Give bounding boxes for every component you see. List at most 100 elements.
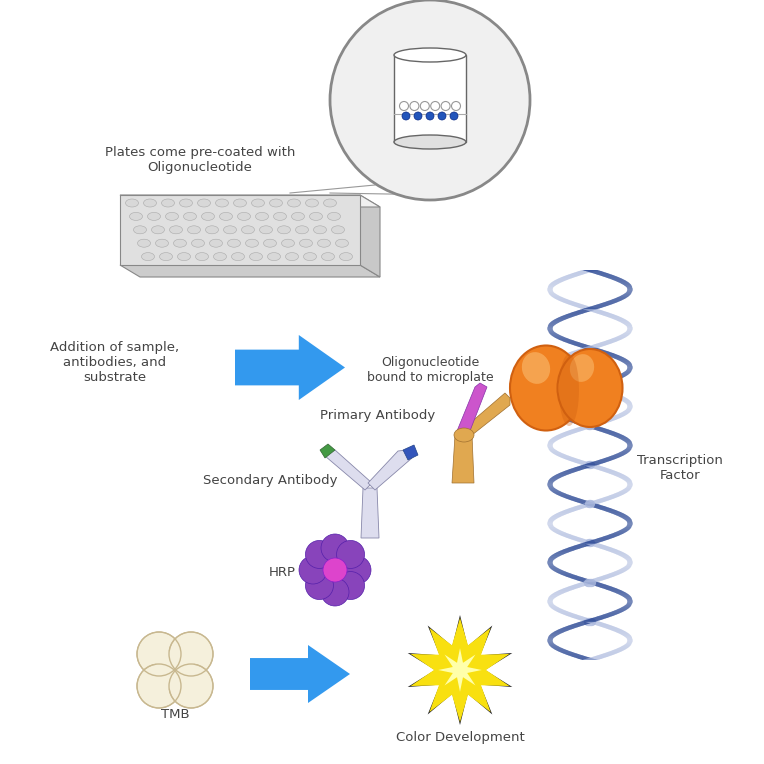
Circle shape bbox=[337, 571, 364, 600]
Ellipse shape bbox=[332, 226, 345, 234]
Polygon shape bbox=[368, 450, 412, 490]
Circle shape bbox=[323, 558, 347, 582]
Polygon shape bbox=[462, 393, 510, 439]
Ellipse shape bbox=[156, 239, 169, 248]
Ellipse shape bbox=[264, 239, 277, 248]
Ellipse shape bbox=[510, 345, 582, 430]
Polygon shape bbox=[120, 265, 380, 277]
Ellipse shape bbox=[306, 199, 319, 207]
Circle shape bbox=[400, 102, 409, 111]
Circle shape bbox=[402, 112, 410, 120]
Ellipse shape bbox=[245, 239, 258, 248]
Circle shape bbox=[169, 632, 213, 676]
Ellipse shape bbox=[339, 253, 352, 261]
Ellipse shape bbox=[558, 349, 623, 427]
Polygon shape bbox=[361, 488, 379, 538]
Text: Addition of sample,
antibodies, and
substrate: Addition of sample, antibodies, and subs… bbox=[50, 341, 180, 384]
Ellipse shape bbox=[183, 212, 196, 220]
Ellipse shape bbox=[303, 253, 316, 261]
Ellipse shape bbox=[173, 239, 186, 248]
Ellipse shape bbox=[318, 239, 331, 248]
Text: HRP: HRP bbox=[268, 565, 296, 578]
Ellipse shape bbox=[170, 226, 183, 234]
Polygon shape bbox=[394, 55, 466, 142]
Ellipse shape bbox=[570, 354, 594, 382]
Ellipse shape bbox=[323, 199, 336, 207]
Ellipse shape bbox=[281, 239, 294, 248]
Ellipse shape bbox=[130, 212, 143, 220]
Polygon shape bbox=[403, 445, 418, 460]
Text: Color Development: Color Development bbox=[396, 731, 524, 744]
Ellipse shape bbox=[238, 212, 251, 220]
Circle shape bbox=[330, 0, 530, 200]
Circle shape bbox=[441, 102, 450, 111]
Circle shape bbox=[321, 534, 349, 562]
Ellipse shape bbox=[198, 199, 211, 207]
Circle shape bbox=[414, 112, 422, 120]
Ellipse shape bbox=[241, 226, 254, 234]
Circle shape bbox=[299, 556, 327, 584]
Circle shape bbox=[306, 571, 333, 600]
Polygon shape bbox=[120, 195, 360, 265]
Polygon shape bbox=[120, 195, 380, 207]
Ellipse shape bbox=[251, 199, 264, 207]
Circle shape bbox=[137, 664, 181, 708]
Ellipse shape bbox=[260, 226, 273, 234]
Ellipse shape bbox=[215, 199, 228, 207]
Ellipse shape bbox=[196, 253, 209, 261]
Polygon shape bbox=[250, 645, 350, 703]
Ellipse shape bbox=[559, 354, 579, 426]
Circle shape bbox=[450, 112, 458, 120]
Ellipse shape bbox=[454, 428, 474, 442]
Circle shape bbox=[155, 650, 195, 690]
Ellipse shape bbox=[231, 253, 244, 261]
Ellipse shape bbox=[335, 239, 348, 248]
Ellipse shape bbox=[322, 253, 335, 261]
Circle shape bbox=[452, 102, 461, 111]
Ellipse shape bbox=[234, 199, 247, 207]
Ellipse shape bbox=[255, 212, 268, 220]
Circle shape bbox=[306, 540, 333, 568]
Ellipse shape bbox=[151, 226, 164, 234]
Circle shape bbox=[343, 556, 371, 584]
Circle shape bbox=[431, 102, 440, 111]
Circle shape bbox=[137, 632, 181, 676]
Ellipse shape bbox=[147, 212, 160, 220]
Circle shape bbox=[321, 578, 349, 606]
Circle shape bbox=[337, 540, 364, 568]
Ellipse shape bbox=[328, 212, 341, 220]
Ellipse shape bbox=[250, 253, 263, 261]
Circle shape bbox=[438, 112, 446, 120]
Polygon shape bbox=[408, 615, 513, 725]
Circle shape bbox=[410, 102, 419, 111]
Text: Transcription
Factor: Transcription Factor bbox=[637, 454, 723, 482]
Polygon shape bbox=[457, 383, 487, 436]
Ellipse shape bbox=[141, 253, 154, 261]
Ellipse shape bbox=[192, 239, 205, 248]
Text: Secondary Antibody: Secondary Antibody bbox=[202, 474, 337, 487]
Ellipse shape bbox=[313, 226, 326, 234]
Ellipse shape bbox=[224, 226, 237, 234]
Text: Plates come pre-coated with
Oligonucleotide: Plates come pre-coated with Oligonucleot… bbox=[105, 146, 295, 174]
Ellipse shape bbox=[292, 212, 305, 220]
Ellipse shape bbox=[160, 253, 173, 261]
Ellipse shape bbox=[180, 199, 193, 207]
Ellipse shape bbox=[522, 352, 550, 384]
Ellipse shape bbox=[394, 135, 466, 149]
Ellipse shape bbox=[138, 239, 151, 248]
Text: Oligonucleotide
bound to microplate: Oligonucleotide bound to microplate bbox=[367, 356, 494, 384]
Ellipse shape bbox=[206, 226, 219, 234]
Circle shape bbox=[169, 664, 213, 708]
Ellipse shape bbox=[299, 239, 312, 248]
Ellipse shape bbox=[134, 226, 147, 234]
Ellipse shape bbox=[125, 199, 138, 207]
Ellipse shape bbox=[309, 212, 322, 220]
Ellipse shape bbox=[228, 239, 241, 248]
Polygon shape bbox=[410, 618, 510, 722]
Ellipse shape bbox=[277, 226, 290, 234]
Ellipse shape bbox=[270, 199, 283, 207]
Ellipse shape bbox=[296, 226, 309, 234]
Polygon shape bbox=[439, 648, 482, 692]
Ellipse shape bbox=[286, 253, 299, 261]
Circle shape bbox=[426, 112, 434, 120]
